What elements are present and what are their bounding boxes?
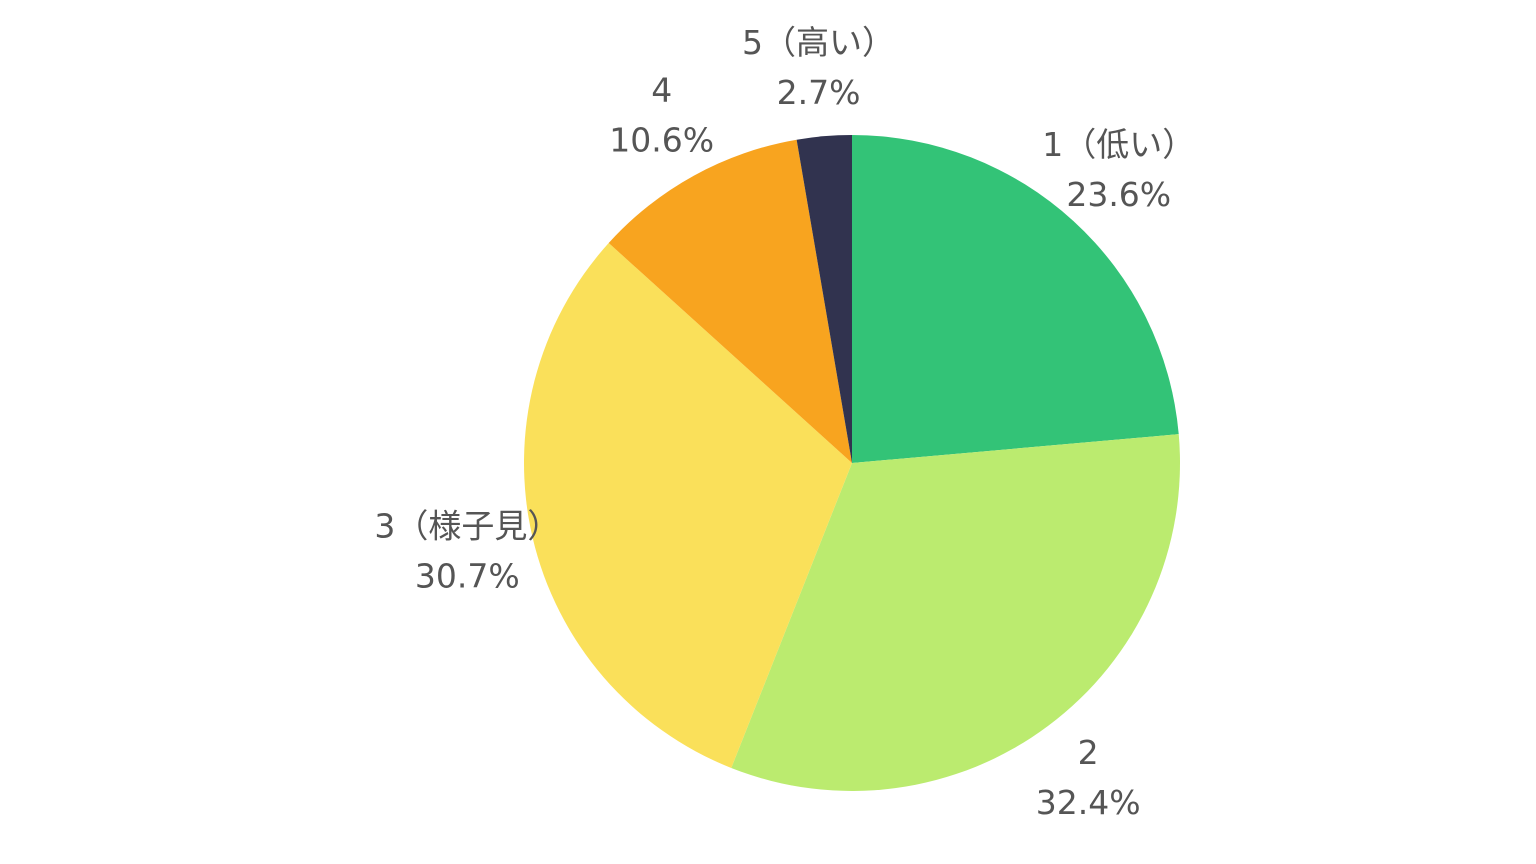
value-label: 2.7% [777, 73, 861, 112]
value-label: 10.6% [609, 120, 714, 159]
pie-slice [852, 135, 1179, 463]
value-label: 32.4% [1036, 783, 1141, 822]
pie-slice [608, 139, 852, 464]
slice-label: 1（低い） [1042, 125, 1195, 164]
value-label: 30.7% [415, 556, 520, 595]
slice-label: 3（様子見） [374, 506, 560, 545]
slice-label: 2 [1078, 733, 1099, 772]
pie-slice [796, 135, 852, 463]
pie-slice [524, 243, 852, 768]
value-label: 23.6% [1066, 175, 1171, 214]
slice-label: 5（高い） [742, 23, 895, 62]
slice-label: 4 [651, 70, 672, 109]
pie-slice [731, 434, 1180, 791]
